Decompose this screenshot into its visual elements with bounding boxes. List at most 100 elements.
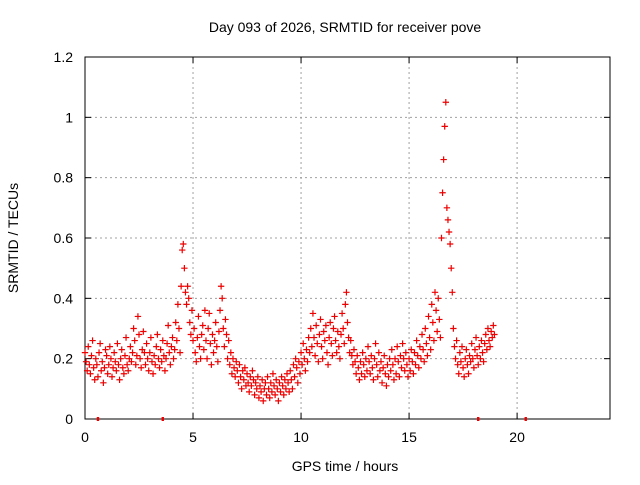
data-point <box>405 355 413 362</box>
data-point <box>428 301 435 308</box>
data-point <box>312 322 320 329</box>
data-point <box>475 361 482 368</box>
data-point <box>206 310 213 317</box>
data-point <box>418 331 426 338</box>
data-point <box>419 346 427 353</box>
data-point <box>104 370 111 377</box>
data-point <box>224 355 231 362</box>
data-point <box>426 334 433 341</box>
data-point <box>382 370 389 377</box>
data-point <box>465 370 472 377</box>
data-point <box>308 343 316 350</box>
data-point <box>135 331 143 338</box>
data-point <box>424 352 431 359</box>
data-point <box>384 361 391 368</box>
data-point <box>479 349 486 356</box>
data-point <box>217 283 225 290</box>
data-point <box>225 337 232 344</box>
data-point <box>303 346 310 353</box>
data-point <box>264 373 271 380</box>
data-point <box>476 343 483 350</box>
data-point <box>181 264 188 272</box>
data-point <box>406 367 414 374</box>
data-point <box>171 346 178 353</box>
data-point <box>238 385 245 393</box>
data-point <box>383 382 390 390</box>
data-point <box>109 364 117 371</box>
data-point <box>149 370 157 377</box>
data-point <box>466 352 473 359</box>
data-point <box>431 289 439 296</box>
data-point <box>209 331 216 338</box>
data-point <box>307 325 314 332</box>
data-point <box>247 373 254 380</box>
data-point <box>152 361 159 368</box>
data-point <box>491 331 498 338</box>
data-point <box>420 358 428 365</box>
data-point <box>201 307 209 314</box>
data-point <box>490 322 497 329</box>
data-point <box>256 382 264 390</box>
data-point <box>155 355 162 362</box>
data-point <box>453 337 460 344</box>
data-point <box>306 349 313 356</box>
data-point <box>300 340 307 347</box>
data-point <box>227 349 235 356</box>
data-point <box>172 319 179 326</box>
data-point <box>341 340 348 347</box>
data-point <box>141 349 148 356</box>
data-point <box>481 340 488 347</box>
x-tick-label: 0 <box>81 429 89 445</box>
data-point <box>287 367 294 374</box>
data-point <box>162 355 170 362</box>
data-point <box>314 340 321 347</box>
data-point <box>281 376 289 383</box>
data-point <box>143 340 150 347</box>
data-point <box>430 337 438 344</box>
data-point <box>311 352 319 359</box>
data-point <box>452 355 459 362</box>
data-point <box>403 361 411 368</box>
data-point <box>134 313 142 320</box>
data-point <box>470 364 478 371</box>
data-point <box>163 340 171 347</box>
data-point <box>208 361 215 368</box>
data-point <box>365 358 373 365</box>
data-point <box>145 367 152 374</box>
data-point <box>443 204 451 212</box>
x-tick-label: 5 <box>189 429 197 445</box>
data-point <box>331 313 338 320</box>
data-point <box>200 346 208 353</box>
data-point <box>180 240 187 248</box>
data-point <box>131 337 138 344</box>
data-point <box>223 331 230 338</box>
data-point <box>213 343 220 350</box>
data-point <box>309 310 317 317</box>
data-point <box>156 364 163 371</box>
data-point <box>211 337 218 344</box>
data-point <box>415 364 422 371</box>
data-point <box>358 370 365 377</box>
data-point <box>395 358 402 365</box>
data-point <box>284 379 292 386</box>
data-point <box>137 364 145 371</box>
data-point <box>362 355 370 362</box>
data-point <box>302 367 309 374</box>
data-point <box>269 370 277 377</box>
data-point <box>182 289 189 296</box>
data-point <box>150 352 158 359</box>
data-point <box>445 228 453 236</box>
data-point <box>412 361 419 368</box>
x-tick-label: 15 <box>401 429 417 445</box>
data-points <box>81 99 498 405</box>
data-point <box>464 361 471 368</box>
data-point <box>100 379 107 386</box>
data-point <box>288 376 295 383</box>
data-point <box>226 361 233 368</box>
data-point <box>327 319 334 326</box>
data-point <box>409 358 416 365</box>
data-point <box>157 346 164 353</box>
data-point <box>448 264 455 272</box>
y-tick-label: 1 <box>65 109 73 125</box>
data-point <box>361 373 368 380</box>
